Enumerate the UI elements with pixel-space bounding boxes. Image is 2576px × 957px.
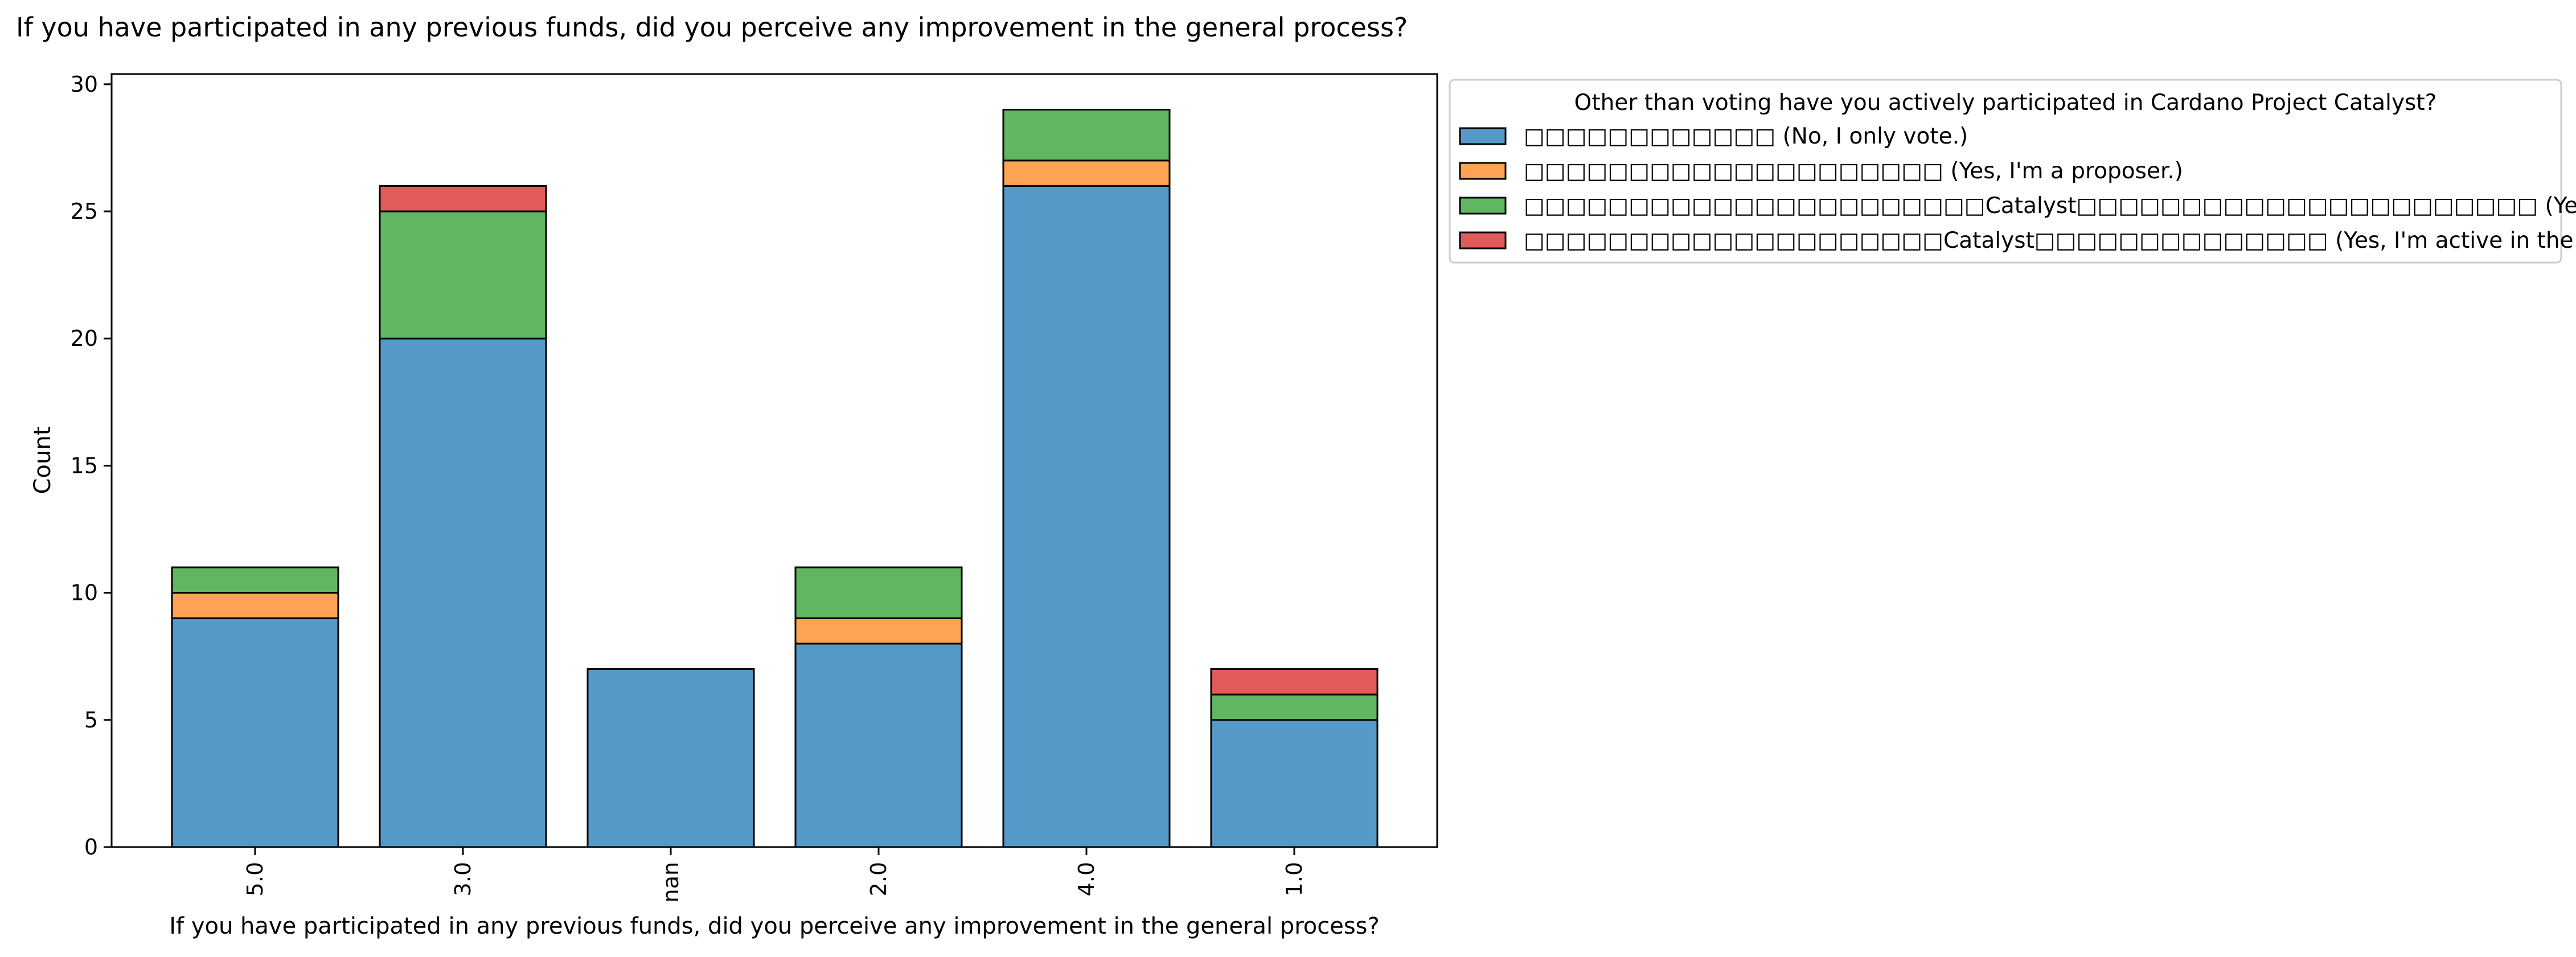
y-axis-label: Count [30, 427, 56, 494]
bar-segment [1002, 160, 1171, 187]
bar-segment [1002, 108, 1171, 162]
legend-swatch [1459, 197, 1507, 215]
legend-entry-label: □□□□□□□□□□□□□□□□□□□□□□Catalyst□□□□□□□□□□… [1524, 193, 2576, 219]
x-tick-label: nan [658, 862, 683, 902]
legend-frame [1449, 79, 2562, 264]
legend-swatch [1459, 231, 1507, 250]
bar-segment [379, 185, 547, 212]
y-tick-label: 20 [71, 326, 98, 351]
y-tick-label: 10 [71, 580, 98, 606]
bar-segment [1210, 693, 1379, 721]
legend-entries: □□□□□□□□□□□□ (No, I only vote.) □□□□□□□□□… [1459, 124, 2576, 253]
x-tick-label: 2.0 [866, 862, 891, 896]
legend: Other than voting have you actively part… [1449, 79, 2576, 264]
bar-segment [794, 643, 963, 848]
plot-area-frame [110, 73, 1438, 848]
x-tick-label: 5.0 [243, 862, 268, 896]
y-tick-label: 25 [71, 199, 98, 224]
bar-segment [1210, 668, 1379, 696]
x-axis-label: If you have participated in any previous… [169, 913, 1380, 939]
chart-title: If you have participated in any previous… [16, 12, 1408, 43]
y-tick-label: 15 [71, 453, 98, 478]
bar-segment [794, 566, 963, 619]
bar-segment [379, 210, 547, 340]
legend-entry-label: □□□□□□□□□□□□□□□□□□□□Catalyst□□□□□□□□□□□□… [1524, 228, 2576, 253]
bar-segment [171, 617, 339, 848]
legend-swatch [1459, 162, 1507, 180]
bar-segment [171, 566, 339, 594]
y-axis: 0 5 10 15 20 25 30 [71, 72, 112, 860]
bar-segment [794, 617, 963, 645]
x-tick-label: 1.0 [1282, 862, 1307, 896]
legend-entry-label: □□□□□□□□□□□□ (No, I only vote.) [1524, 124, 1968, 149]
legend-entry-label: □□□□□□□□□□□□□□□□□□□□ (Yes, I'm a propose… [1524, 158, 2183, 184]
x-tick-label: 4.0 [1074, 862, 1099, 896]
y-tick-label: 30 [71, 72, 98, 97]
bar-segment [171, 592, 339, 619]
legend-title: Other than voting have you actively part… [1574, 90, 2437, 116]
bar-segment [1210, 719, 1379, 848]
y-tick-label: 5 [84, 707, 98, 733]
x-tick-label: 3.0 [450, 862, 475, 896]
bar-segment [1002, 185, 1171, 848]
bars-group [171, 108, 1379, 848]
bar-segment [586, 668, 755, 848]
y-tick-label: 0 [84, 835, 98, 860]
bar-segment [379, 337, 547, 848]
x-axis: 5.0 3.0 nan 2.0 4.0 1.0 [243, 847, 1307, 902]
legend-swatch [1459, 127, 1507, 145]
